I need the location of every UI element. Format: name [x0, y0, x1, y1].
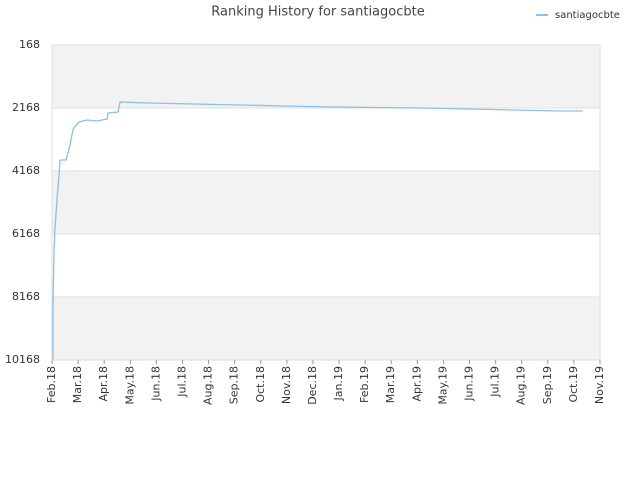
x-tick-label: Mar.19 [384, 366, 397, 403]
y-tick-label: 8168 [12, 290, 40, 303]
x-tick-label: Jun.18 [149, 366, 162, 402]
series-line [52, 101, 583, 360]
x-tick-label: Mar.18 [71, 366, 84, 403]
x-tick-label: Jun.19 [463, 366, 476, 402]
grid-band [52, 45, 600, 108]
x-tick-label: May.19 [436, 366, 449, 405]
x-tick-label: Apr.18 [97, 366, 110, 402]
chart-title: Ranking History for santiagocbte [211, 5, 424, 20]
y-tick-label: 2168 [12, 101, 40, 114]
x-tick-label: Oct.19 [567, 366, 580, 403]
x-tick-label: Aug.18 [202, 366, 215, 405]
x-tick-label: Feb.18 [45, 366, 58, 403]
x-tick-label: Feb.19 [358, 366, 371, 403]
y-tick-label: 4168 [12, 164, 40, 177]
y-tick-label: 6168 [12, 227, 40, 240]
plot-frame [51, 44, 601, 361]
x-tick-label: Nov.19 [593, 366, 606, 404]
x-tick-label: Dec.18 [306, 366, 319, 405]
x-tick-label: Sep.18 [228, 366, 241, 404]
legend-label: santiagocbte [555, 10, 620, 21]
y-tick-label: 10168 [5, 353, 40, 366]
x-tick-label: Oct.18 [254, 366, 267, 403]
x-tick-label: Sep.19 [541, 366, 554, 404]
x-tick-label: Aug.19 [515, 366, 528, 405]
x-tick-label: Jul.19 [489, 366, 502, 398]
x-tick-label: Jul.18 [175, 366, 188, 398]
x-tick-label: Jan.19 [332, 366, 345, 401]
grid-band [52, 297, 600, 360]
x-tick-label: Nov.18 [280, 366, 293, 404]
grid-band [52, 171, 600, 234]
x-tick-label: Apr.19 [410, 366, 423, 402]
y-tick-label: 168 [19, 38, 40, 51]
x-tick-label: May.18 [123, 366, 136, 405]
